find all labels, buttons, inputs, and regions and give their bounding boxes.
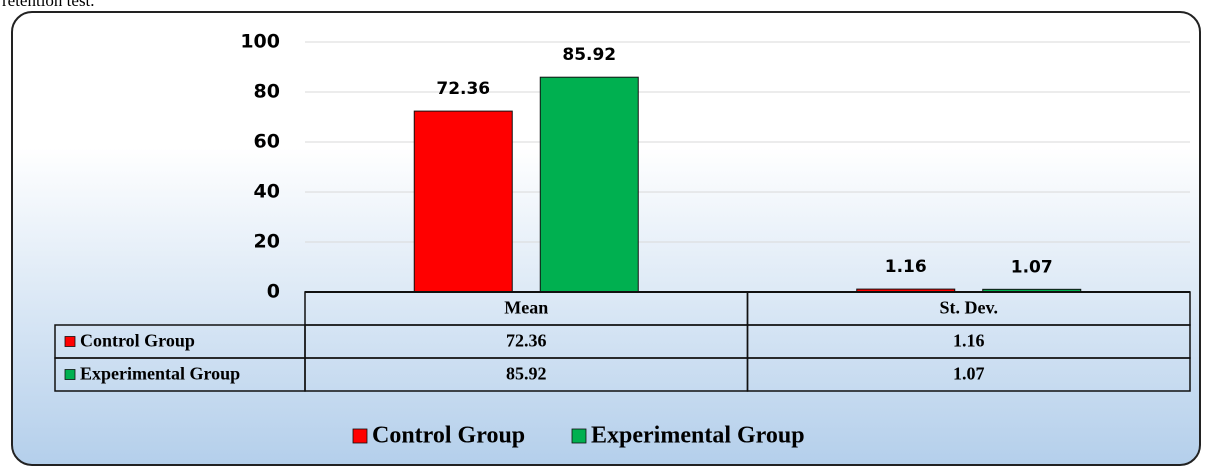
legend-key: [352, 428, 368, 444]
table-cell: [746, 357, 1191, 392]
table-legend-key: [64, 369, 76, 380]
data-label: 1.07: [1011, 257, 1053, 277]
table-value: 1.07: [953, 364, 985, 384]
table-header: Mean: [504, 298, 548, 318]
y-tick-label: 80: [254, 81, 280, 103]
data-label: 85.92: [562, 45, 616, 65]
table-row-label: Experimental Group: [80, 364, 240, 384]
caption: retention test.: [2, 0, 95, 10]
legend-key: [571, 428, 587, 444]
bar: [413, 110, 513, 293]
y-tick-label: 60: [254, 131, 280, 153]
data-label: 1.16: [885, 257, 927, 277]
table-legend-key: [64, 336, 76, 347]
y-tick-label: 40: [254, 181, 280, 203]
table-value: 72.36: [506, 331, 547, 351]
table-cell: [54, 357, 306, 392]
table-value: 85.92: [506, 364, 547, 384]
table-value: 1.16: [953, 331, 985, 351]
table-header: St. Dev.: [940, 298, 999, 318]
data-label: 72.36: [436, 79, 490, 99]
y-tick-label: 0: [267, 281, 280, 303]
legend-label: Experimental Group: [591, 423, 805, 449]
bar: [539, 76, 639, 293]
y-tick-label: 100: [240, 31, 280, 53]
y-tick-label: 20: [254, 231, 280, 253]
table-row-label: Control Group: [80, 331, 195, 351]
legend-label: Control Group: [372, 423, 525, 449]
